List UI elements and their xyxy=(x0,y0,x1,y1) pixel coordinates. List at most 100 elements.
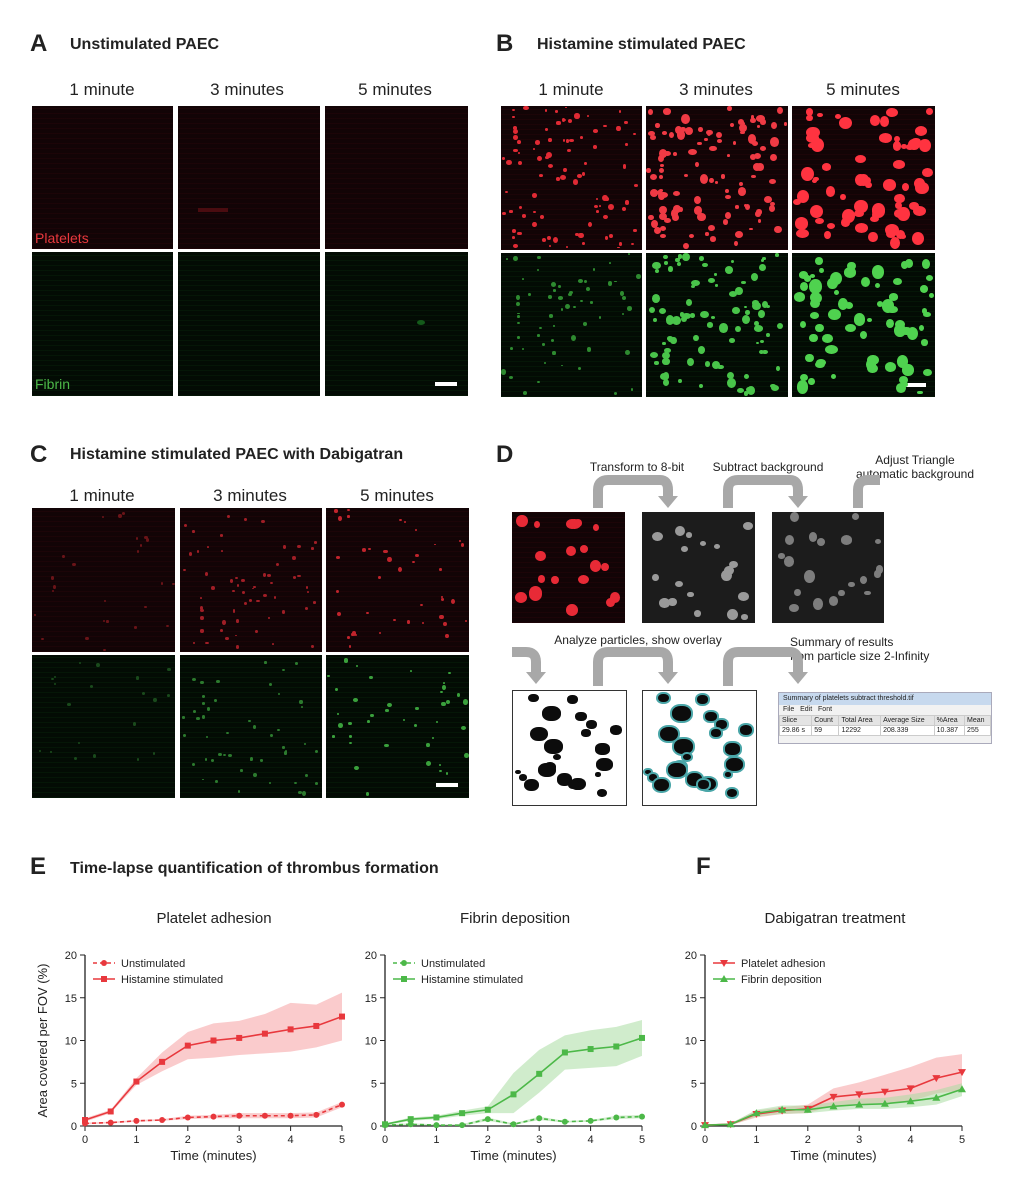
texture-spot xyxy=(871,265,885,280)
texture-spot xyxy=(652,317,657,323)
particle-blob xyxy=(596,757,613,771)
texture-spot xyxy=(513,255,518,261)
texture-spot xyxy=(215,779,219,783)
texture-spot xyxy=(777,107,784,115)
texture-spot xyxy=(327,674,330,678)
texture-spot xyxy=(314,781,319,785)
y-tick-label: 20 xyxy=(365,950,377,962)
texture-spot xyxy=(184,523,188,528)
texture-spot xyxy=(346,508,351,512)
texture-spot xyxy=(755,115,765,122)
texture-spot xyxy=(922,308,928,314)
texture-spot xyxy=(440,690,443,693)
texture-spot xyxy=(864,590,871,596)
texture-spot xyxy=(843,267,857,279)
texture-spot xyxy=(660,163,664,168)
texture-spot xyxy=(536,255,541,260)
particle-blob xyxy=(552,753,561,761)
texture-spot xyxy=(732,140,736,145)
texture-spot xyxy=(740,614,748,620)
menu-file[interactable]: File xyxy=(783,706,795,713)
texture-spot xyxy=(806,132,820,143)
texture-spot xyxy=(878,133,892,143)
texture-spot xyxy=(660,372,669,380)
micrograph-b-fibrin-5min xyxy=(792,253,935,397)
particle-blob xyxy=(724,771,731,777)
texture-spot xyxy=(854,313,866,326)
texture-spot xyxy=(799,320,806,328)
x-tick-label: 3 xyxy=(536,1134,542,1146)
texture-spot xyxy=(750,273,758,281)
texture-spot xyxy=(528,586,543,601)
particle-blob xyxy=(705,711,717,721)
texture-spot xyxy=(658,168,664,174)
texture-spot xyxy=(441,685,446,690)
texture-spot xyxy=(715,284,719,287)
texture-spot xyxy=(734,205,739,209)
results-summary-window: Summary of platelets subtract threshold.… xyxy=(778,692,992,744)
texture-spot xyxy=(585,287,590,291)
texture-spot xyxy=(547,236,552,241)
y-tick-label: 20 xyxy=(65,950,77,962)
texture-spot xyxy=(534,139,541,145)
data-point xyxy=(339,1101,345,1108)
texture-spot xyxy=(920,285,929,293)
texture-spot xyxy=(709,177,714,184)
texture-spot xyxy=(547,163,553,169)
texture-spot xyxy=(297,545,302,549)
texture-spot xyxy=(183,734,187,738)
texture-spot xyxy=(649,188,658,197)
texture-spot xyxy=(909,201,919,210)
texture-spot xyxy=(622,164,627,169)
texture-spot xyxy=(521,278,524,280)
texture-spot xyxy=(505,190,508,194)
texture-spot xyxy=(704,137,708,142)
texture-spot xyxy=(923,369,933,377)
texture-spot xyxy=(537,156,543,161)
texture-spot xyxy=(262,593,267,597)
chart-title-platelet: Platelet adhesion xyxy=(156,910,272,927)
texture-spot xyxy=(697,126,704,132)
data-point xyxy=(107,1119,114,1126)
texture-spot xyxy=(354,633,358,637)
texture-spot xyxy=(577,574,590,584)
texture-spot xyxy=(102,515,105,518)
y-tick-label: 20 xyxy=(685,950,697,962)
processing-image-background-subtracted xyxy=(772,512,884,623)
x-tick-label: 1 xyxy=(133,1134,139,1146)
texture-spot xyxy=(838,589,845,597)
texture-spot xyxy=(304,773,308,778)
texture-spot xyxy=(172,582,175,586)
particle-blob xyxy=(674,738,694,754)
texture-spot xyxy=(377,575,381,580)
legend-label: Fibrin deposition xyxy=(741,974,822,986)
texture-spot xyxy=(885,108,898,118)
data-point xyxy=(82,1117,88,1124)
texture-spot xyxy=(819,267,825,274)
data-point xyxy=(484,1116,491,1123)
texture-spot xyxy=(738,186,746,196)
texture-spot xyxy=(743,374,750,380)
scale-bar xyxy=(904,383,926,387)
texture-spot xyxy=(253,725,257,729)
data-point xyxy=(855,1091,864,1099)
texture-spot xyxy=(336,713,340,715)
scale-bar xyxy=(436,783,458,787)
texture-spot xyxy=(828,595,839,607)
texture-spot xyxy=(709,236,716,242)
texture-spot xyxy=(796,190,809,204)
texture-spot xyxy=(697,141,702,146)
particle-blob xyxy=(659,726,679,742)
texture-spot xyxy=(847,261,856,271)
texture-spot xyxy=(735,231,743,238)
texture-spot xyxy=(728,291,738,298)
particle-blob xyxy=(538,762,557,777)
x-tick-label: 3 xyxy=(856,1134,862,1146)
texture-spot xyxy=(513,244,518,249)
data-point xyxy=(701,1121,709,1129)
results-cell: 59 xyxy=(811,725,840,736)
particle-blob xyxy=(518,774,528,781)
menu-edit[interactable]: Edit xyxy=(800,706,813,713)
menu-font[interactable]: Font xyxy=(818,706,833,713)
texture-spot xyxy=(536,381,540,384)
